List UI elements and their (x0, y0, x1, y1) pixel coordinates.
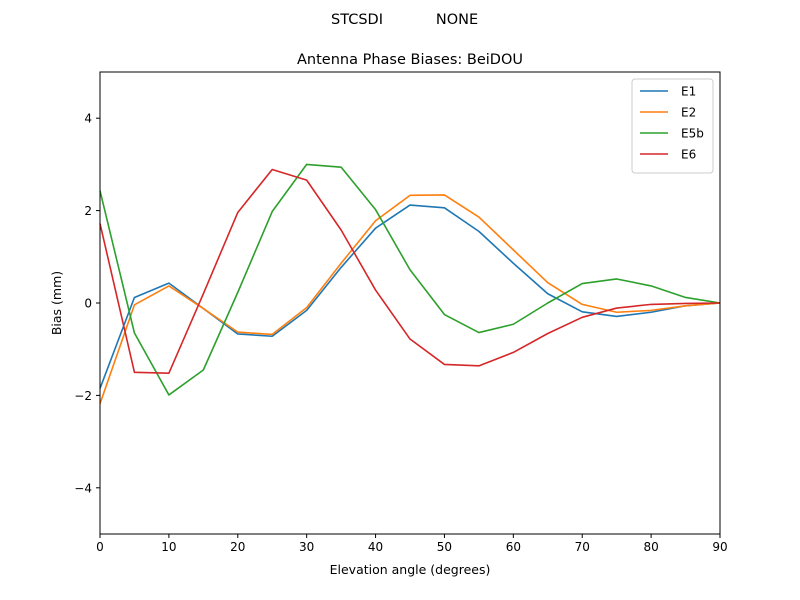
x-tick-label: 40 (368, 540, 383, 554)
series-line-e5b (99, 163, 721, 396)
plot-area: 0 10 20 30 40 50 60 70 80 90 −4 −2 0 2 4 E1 E2 E5b E6 (74, 71, 728, 554)
x-tick-label: 50 (437, 540, 452, 554)
legend-label-e1: E1 (681, 85, 696, 99)
series-line-e2 (99, 194, 721, 404)
legend-box (631, 78, 714, 174)
x-axis-label: Elevation angle (degrees) (330, 562, 491, 577)
x-tick-label: 20 (230, 540, 245, 554)
x-tick-label: 80 (643, 540, 658, 554)
series-line-e6 (99, 168, 721, 375)
x-tick-label: 10 (161, 540, 176, 554)
series-line-e1 (99, 204, 721, 389)
y-axis-label: Bias (mm) (49, 271, 64, 335)
legend-label-e5b: E5b (681, 127, 704, 141)
y-tick-label: −2 (74, 389, 92, 403)
legend-label-e6: E6 (681, 148, 696, 162)
y-tick-label: −4 (74, 481, 92, 495)
x-tick-label: 0 (96, 540, 104, 554)
chart-title: Antenna Phase Biases: BeiDOU (297, 52, 523, 68)
y-tick-label: 0 (84, 297, 92, 311)
radome-type: NONE (436, 12, 478, 28)
x-tick-label: 90 (712, 540, 727, 554)
y-tick-label: 4 (84, 112, 92, 126)
x-tick-label: 30 (299, 540, 314, 554)
plot-frame (99, 71, 721, 535)
station-name: STCSDI (331, 12, 383, 28)
x-tick-label: 60 (506, 540, 521, 554)
y-tick-label: 2 (84, 204, 92, 218)
x-tick-label: 70 (575, 540, 590, 554)
legend-label-e2: E2 (681, 106, 696, 120)
